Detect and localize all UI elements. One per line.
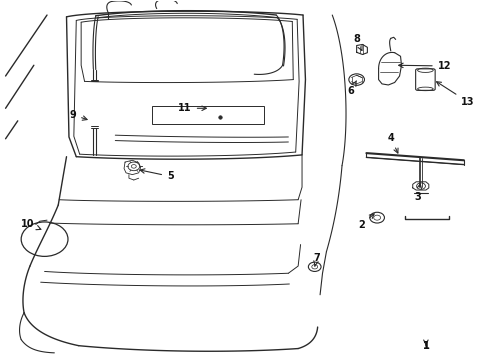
Bar: [152, 107, 264, 125]
Text: 4: 4: [386, 133, 397, 153]
Text: 1: 1: [422, 341, 428, 351]
Text: 2: 2: [357, 214, 373, 230]
Text: 5: 5: [140, 169, 173, 181]
Text: 12: 12: [398, 61, 450, 71]
Text: 13: 13: [436, 82, 474, 107]
Text: 8: 8: [352, 35, 361, 50]
Text: 9: 9: [69, 110, 87, 120]
Text: 11: 11: [178, 103, 206, 113]
Text: 6: 6: [346, 81, 356, 96]
Text: 7: 7: [313, 253, 319, 266]
Text: 10: 10: [20, 219, 41, 230]
Text: 3: 3: [413, 184, 421, 202]
Text: 1: 1: [422, 340, 428, 351]
